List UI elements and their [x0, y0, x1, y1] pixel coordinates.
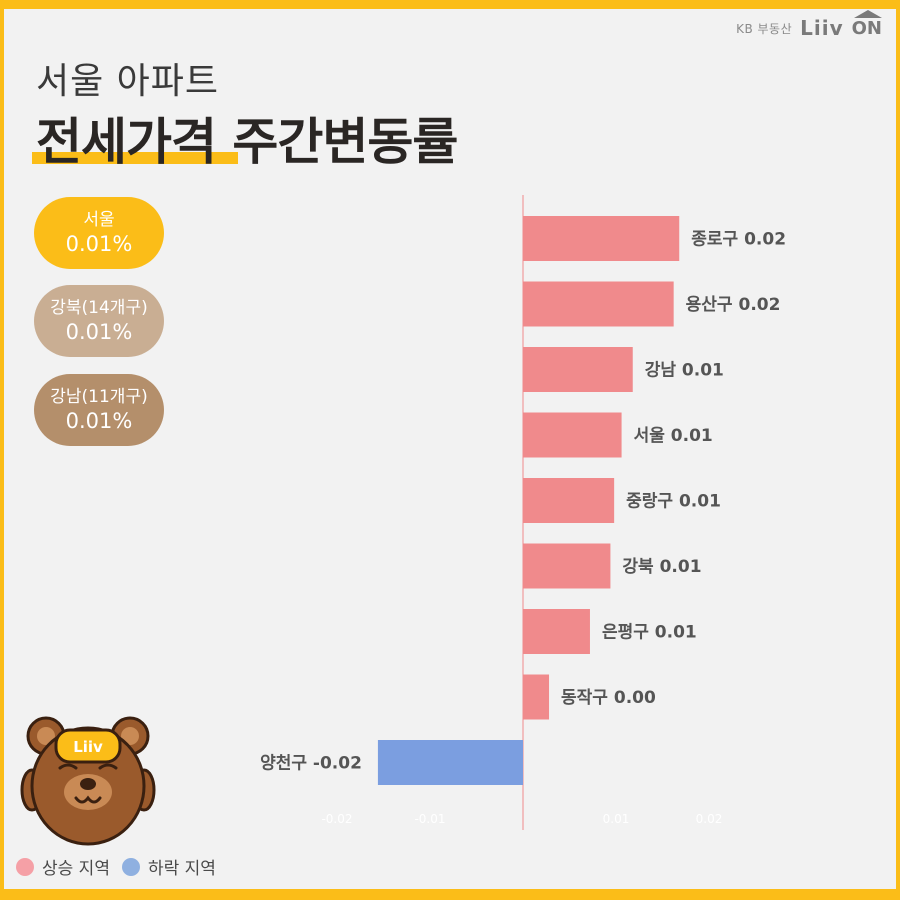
top-border — [0, 0, 900, 9]
bar-양천구 — [377, 740, 523, 785]
data-label-중랑구: 중랑구 0.01 — [626, 492, 721, 512]
summary-name: 강북(14개구) — [50, 298, 148, 318]
x-tick-label: -0.02 — [321, 812, 352, 826]
bar-강남 — [523, 347, 633, 392]
bar-중랑구 — [523, 478, 615, 523]
data-label-강북: 강북 0.01 — [622, 557, 701, 577]
legend-label-rise: 상승 지역 — [42, 859, 110, 879]
bar-동작구 — [523, 674, 550, 720]
bar-은평구 — [523, 609, 590, 654]
summary-pill-seoul: 서울 0.01% — [34, 197, 164, 269]
bar-강북 — [523, 543, 611, 589]
bottom-border — [0, 889, 900, 900]
summary-value: 0.01% — [65, 232, 133, 256]
summary-value: 0.01% — [65, 409, 133, 433]
brand-logo: KB 부동산 Liiv ON — [736, 9, 882, 40]
legend-item-rise: 상승 지역 — [16, 854, 110, 879]
page-subtitle: 서울 아파트 — [36, 61, 220, 102]
data-label-은평구: 은평구 0.01 — [602, 623, 697, 643]
chart-legend: 상승 지역 하락 지역 — [16, 854, 216, 879]
mascot-badge-text: Liiv — [73, 738, 103, 756]
data-label-용산구: 용산구 0.02 — [686, 295, 781, 315]
house-icon — [853, 9, 882, 18]
bear-mascot-icon: Liiv — [20, 716, 156, 846]
x-tick-label: 0.01 — [603, 812, 630, 826]
x-tick-label: 0.02 — [696, 812, 723, 826]
legend-swatch-rise — [16, 857, 34, 876]
data-label-양천구: 양천구 -0.02 — [260, 754, 362, 774]
title-highlight — [32, 152, 238, 164]
x-tick-label: -0.01 — [414, 812, 445, 826]
summary-pill-gangnam: 강남(11개구) 0.01% — [34, 374, 164, 446]
bar-서울 — [523, 412, 622, 458]
right-border — [896, 0, 900, 900]
bar-용산구 — [523, 281, 674, 327]
page-title-block: 전세가격 주간변동률 — [32, 102, 458, 174]
left-border — [0, 0, 4, 900]
summary-name: 서울 — [83, 210, 115, 230]
legend-label-fall: 하락 지역 — [147, 859, 216, 879]
data-label-서울: 서울 0.01 — [634, 426, 713, 446]
brand-on-label: ON — [852, 9, 882, 39]
data-label-동작구: 동작구 0.00 — [561, 688, 656, 708]
data-label-종로구: 종로구 0.02 — [691, 230, 786, 250]
bar-종로구 — [523, 216, 680, 261]
legend-item-fall: 하락 지역 — [121, 854, 216, 879]
legend-swatch-fall — [121, 857, 140, 876]
brand-kb-label: KB 부동산 — [736, 21, 793, 36]
summary-name: 강남(11개구) — [50, 387, 148, 407]
summary-pill-gangbuk: 강북(14개구) 0.01% — [34, 285, 164, 357]
page-title: 전세가격 주간변동률 — [36, 113, 458, 171]
data-label-강남: 강남 0.01 — [645, 361, 724, 381]
brand-liiv-label: Liiv — [800, 16, 844, 40]
summary-value: 0.01% — [65, 320, 133, 344]
